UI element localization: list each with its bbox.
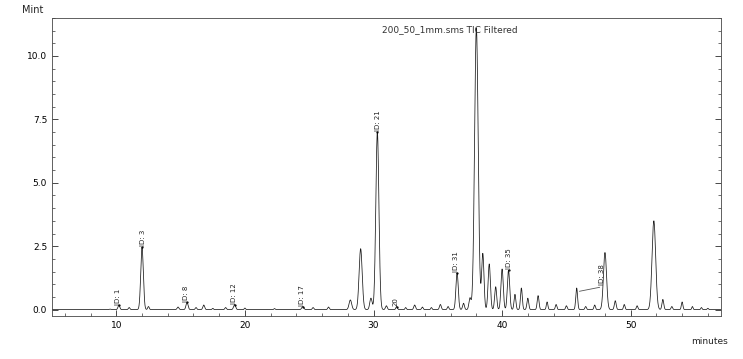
Text: ID: 1: ID: 1	[115, 288, 121, 304]
Text: ID: 35: ID: 35	[506, 248, 512, 269]
Text: ID: 3: ID: 3	[140, 230, 146, 246]
Text: 200_50_1mm.sms TIC Filtered: 200_50_1mm.sms TIC Filtered	[382, 25, 518, 34]
Text: ID: 17: ID: 17	[299, 285, 305, 306]
Text: ID: 12: ID: 12	[231, 283, 237, 304]
Text: Mint: Mint	[22, 5, 43, 15]
Text: 20: 20	[393, 297, 399, 306]
Text: ID: 38: ID: 38	[600, 265, 606, 285]
Text: ID: 8: ID: 8	[184, 286, 189, 302]
Text: ID: 31: ID: 31	[453, 251, 459, 271]
Text: ID: 21: ID: 21	[375, 110, 381, 131]
Text: minutes: minutes	[691, 337, 727, 346]
